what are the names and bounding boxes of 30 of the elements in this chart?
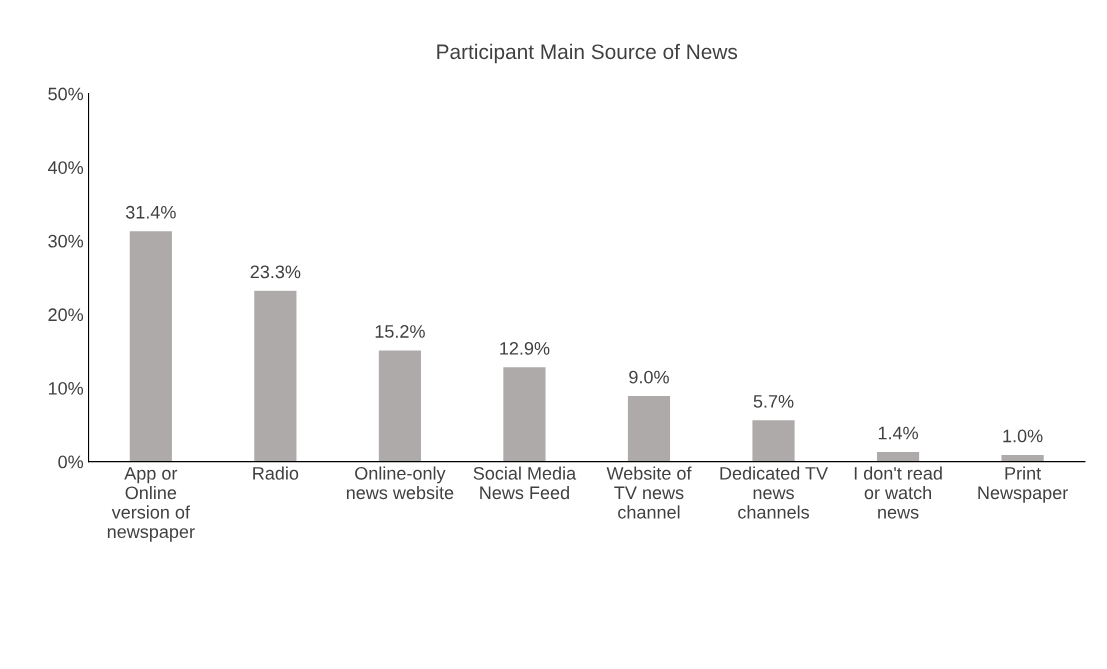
x-tick-label: I don't read or watch news bbox=[854, 466, 942, 519]
data-label: 9.0% bbox=[629, 370, 669, 384]
chart-title: Participant Main Source of News bbox=[437, 43, 738, 64]
x-tick-label: Dedicated TV news channels bbox=[720, 466, 828, 519]
x-tick-label: Online-only news website bbox=[346, 466, 454, 500]
data-label: 1.0% bbox=[1003, 429, 1043, 443]
y-tick-label: 40% bbox=[47, 161, 84, 174]
bar bbox=[875, 450, 921, 462]
data-label: 31.4% bbox=[125, 205, 176, 219]
x-tick-label: App or Online version of newspaper bbox=[107, 467, 195, 542]
bar bbox=[128, 229, 174, 462]
x-tick-label: Radio bbox=[253, 466, 299, 480]
y-tick-label: 30% bbox=[48, 234, 84, 248]
data-label: 15.2% bbox=[375, 325, 425, 338]
bar bbox=[501, 365, 547, 462]
y-tick-label: 0% bbox=[58, 455, 84, 469]
data-label: 23.3% bbox=[250, 265, 301, 279]
x-tick-label: Print Newspaper bbox=[978, 466, 1068, 503]
bar bbox=[252, 289, 298, 462]
bar bbox=[751, 418, 797, 462]
y-tick-label: 50% bbox=[48, 87, 84, 101]
y-tick-label: 10% bbox=[48, 381, 84, 395]
y-tick-label: 20% bbox=[48, 308, 84, 322]
bar bbox=[626, 394, 672, 462]
data-label: 12.9% bbox=[500, 341, 550, 355]
data-label: 1.4% bbox=[878, 426, 918, 440]
data-label: 5.7% bbox=[753, 395, 794, 408]
x-tick-label: Website of TV news channel bbox=[606, 466, 692, 519]
bar bbox=[377, 349, 423, 462]
x-tick-label: Social Media News Feed bbox=[473, 466, 577, 500]
